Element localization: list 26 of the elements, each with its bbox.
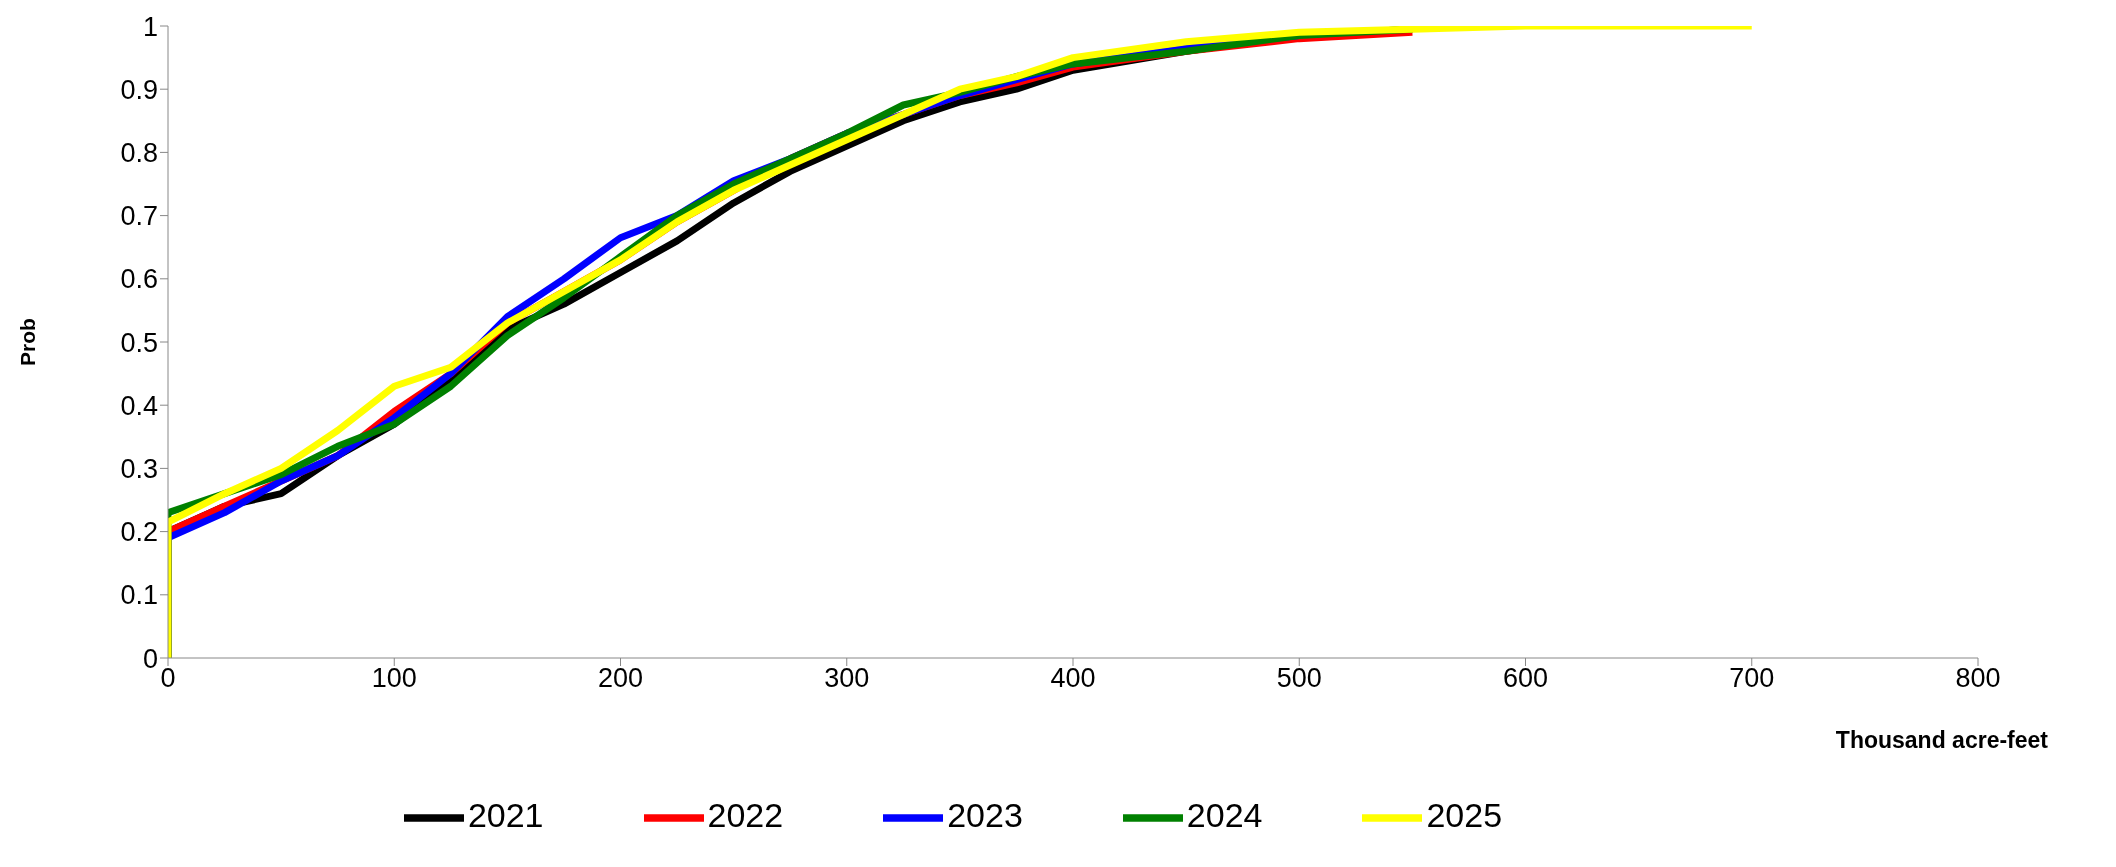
x-tick-label: 700 xyxy=(1729,663,1775,694)
legend-label: 2023 xyxy=(947,795,1023,834)
x-axis-title: Thousand acre-feet xyxy=(1835,727,2049,753)
y-tick-label: 0.3 xyxy=(120,453,158,484)
y-axis-title: Prob xyxy=(16,318,40,366)
x-tick-label: 200 xyxy=(597,663,644,694)
x-tick-label: 500 xyxy=(1276,663,1322,694)
y-tick-label: 0.6 xyxy=(120,264,158,295)
y-tick-label: 1 xyxy=(142,11,158,42)
x-tick-label: 300 xyxy=(824,663,870,694)
legend-label: 2021 xyxy=(467,795,544,834)
y-tick-label: 0.8 xyxy=(120,137,158,168)
legend-label: 2025 xyxy=(1426,795,1503,834)
y-tick-label: 0.2 xyxy=(120,517,158,548)
x-tick-label: 600 xyxy=(1502,663,1549,694)
y-tick-label: 0 xyxy=(142,643,158,674)
y-tick-label: 0.1 xyxy=(120,580,158,611)
y-tick-label: 0.5 xyxy=(120,327,158,358)
y-tick-label: 0.7 xyxy=(120,201,158,232)
y-tick-label: 0.9 xyxy=(120,74,158,105)
x-tick-label: 100 xyxy=(371,663,417,694)
legend-label: 2022 xyxy=(707,795,784,834)
x-tick-label: 800 xyxy=(1955,663,2001,694)
x-tick-label: 400 xyxy=(1050,663,1096,694)
y-tick-label: 0.4 xyxy=(120,390,158,421)
legend-label: 2024 xyxy=(1186,795,1263,834)
